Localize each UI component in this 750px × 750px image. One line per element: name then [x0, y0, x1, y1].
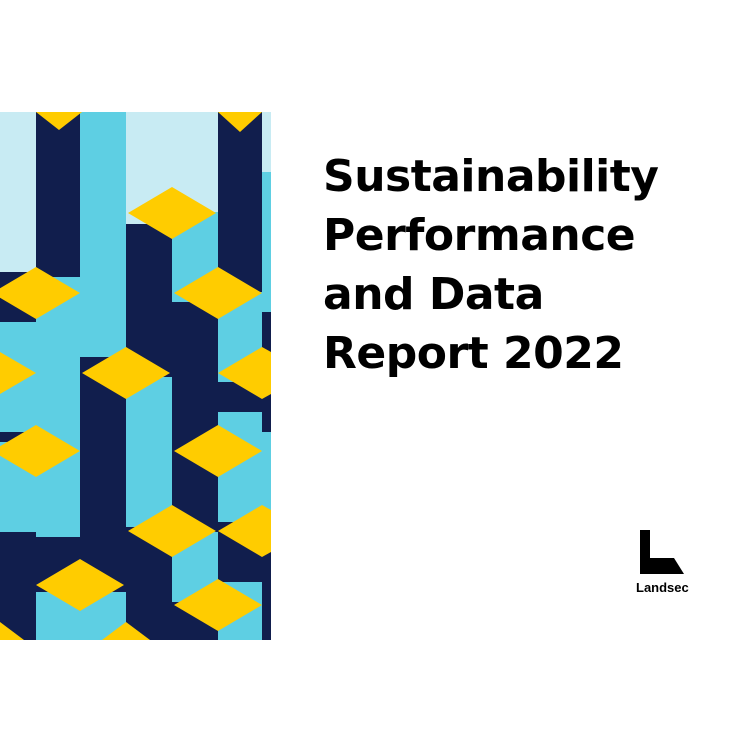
pattern-top-2 [218, 112, 262, 132]
landsec-l-mark-icon [640, 530, 684, 579]
pattern-cyan-1 [80, 112, 126, 357]
isometric-pattern-artwork [0, 112, 271, 640]
pattern-top-9 [0, 425, 80, 477]
pattern-top-10 [174, 425, 262, 477]
landsec-logo: Landsec [636, 530, 706, 600]
pattern-top-13 [36, 559, 124, 611]
pattern-top-5 [174, 267, 262, 319]
title-line-4: Report 2022 [323, 328, 624, 379]
pattern-top-15 [102, 622, 150, 640]
pattern-top-14 [174, 579, 262, 631]
pattern-cyan-2 [36, 277, 80, 537]
pattern-top-11 [128, 505, 216, 557]
pattern-cyan-4 [126, 377, 172, 527]
pattern-cyan-13 [262, 172, 271, 312]
pattern-top-7 [0, 352, 36, 394]
title-line-3: and Data [323, 269, 544, 320]
pattern-top-16 [0, 622, 24, 640]
pattern-cyan-14 [262, 432, 271, 532]
report-title: Sustainability Performance and Data Repo… [323, 147, 723, 383]
brand-name: Landsec [636, 580, 689, 595]
pattern-top-12 [218, 505, 271, 557]
pattern-top-4 [0, 267, 80, 319]
pattern-sky-right [262, 112, 271, 172]
pattern-top-3 [128, 187, 216, 239]
title-line-2: Performance [323, 210, 636, 261]
pattern-top-8 [218, 347, 271, 399]
pattern-top-6 [82, 347, 170, 399]
pattern-top-1 [36, 112, 82, 130]
title-line-1: Sustainability [323, 151, 659, 202]
pattern-sky-left [0, 112, 36, 272]
